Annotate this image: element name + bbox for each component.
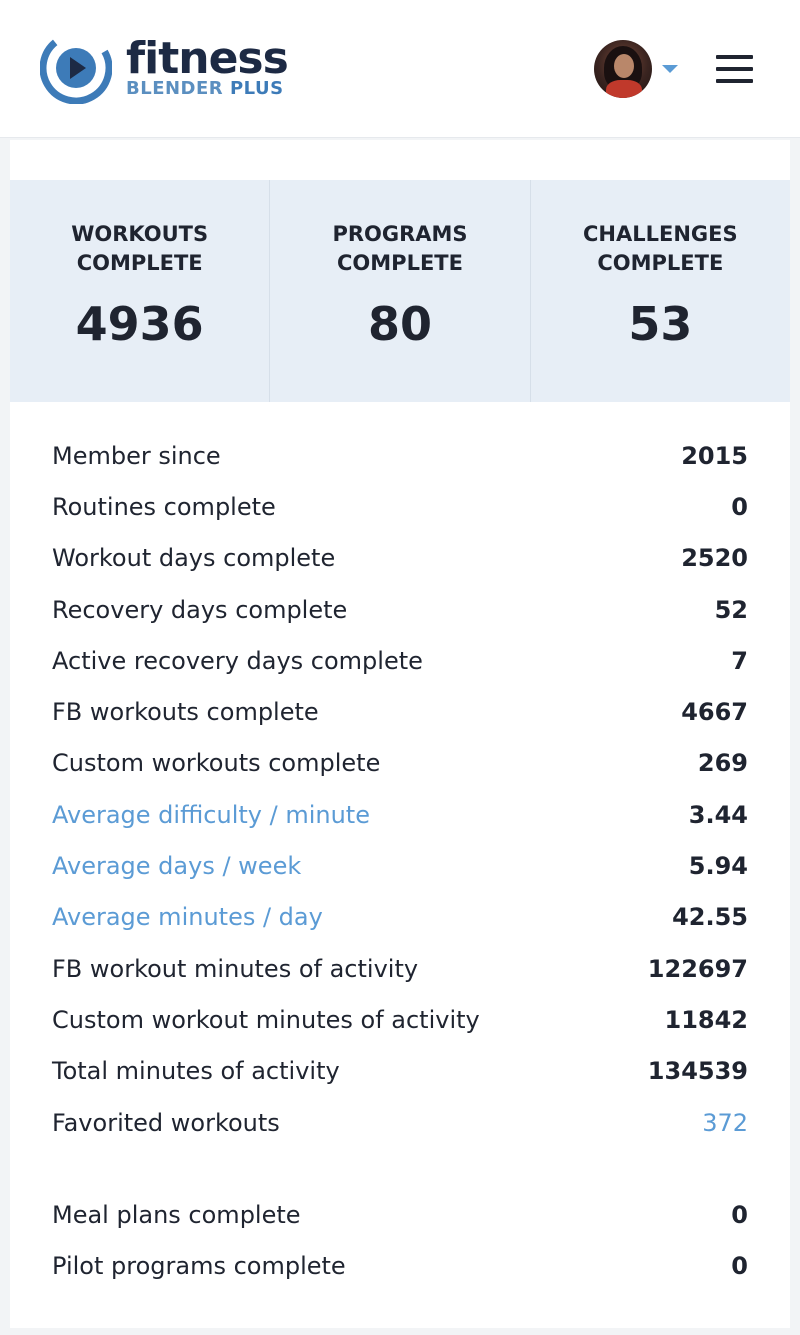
summary-challenges-value: 53 (628, 297, 693, 351)
summary-challenges: CHALLENGES COMPLETE 53 (531, 180, 790, 402)
summary-programs-value: 80 (367, 297, 432, 351)
stat-row: Recovery days complete 52 (52, 595, 748, 624)
app-header: fitness BLENDER PLUS (0, 0, 800, 138)
logo-play-icon (40, 32, 112, 104)
avatar (594, 40, 652, 98)
chevron-down-icon (662, 65, 678, 73)
stat-row: Workout days complete 2520 (52, 544, 748, 573)
average-difficulty-link[interactable]: Average difficulty / minute (52, 800, 370, 829)
stat-row: Favorited workouts 372 (52, 1108, 748, 1137)
stat-row: Pilot programs complete 0 (52, 1252, 748, 1281)
user-menu-toggle[interactable] (594, 40, 678, 98)
stat-row: Custom workout minutes of activity 11842 (52, 1005, 748, 1034)
average-minutes-link[interactable]: Average minutes / day (52, 903, 323, 932)
logo-subtitle: BLENDER PLUS (126, 78, 284, 99)
summary-workouts-value: 4936 (75, 297, 204, 351)
stat-row: Meal plans complete 0 (52, 1200, 748, 1229)
summary-workouts: WORKOUTS COMPLETE 4936 (10, 180, 271, 402)
stat-row: Active recovery days complete 7 (52, 646, 748, 675)
stats-card: WORKOUTS COMPLETE 4936 PROGRAMS COMPLETE 8… (10, 140, 790, 1328)
stat-row: Average difficulty / minute 3.44 (52, 800, 748, 829)
favorited-workouts-link[interactable]: 372 (702, 1108, 748, 1137)
stat-row: FB workout minutes of activity 122697 (52, 954, 748, 983)
stat-row: Routines complete 0 (52, 492, 748, 521)
stats-list: Member since 2015 Routines complete 0 Work… (52, 430, 748, 1292)
stat-row: Custom workouts complete 269 (52, 749, 748, 778)
stat-row: FB workouts complete 4667 (52, 698, 748, 727)
stat-row: Total minutes of activity 134539 (52, 1057, 748, 1086)
fitness-blender-plus-logo[interactable]: fitness BLENDER PLUS (40, 32, 289, 104)
stat-row: Average days / week 5.94 (52, 852, 748, 881)
summary-programs: PROGRAMS COMPLETE 80 (270, 180, 531, 402)
hamburger-menu-icon[interactable] (716, 55, 753, 83)
logo-word: fitness (126, 33, 289, 84)
stat-row: Member since 2015 (52, 441, 748, 470)
stat-row: Average minutes / day 42.55 (52, 903, 748, 932)
summary-panel: WORKOUTS COMPLETE 4936 PROGRAMS COMPLETE 8… (10, 180, 790, 402)
average-days-link[interactable]: Average days / week (52, 852, 302, 881)
